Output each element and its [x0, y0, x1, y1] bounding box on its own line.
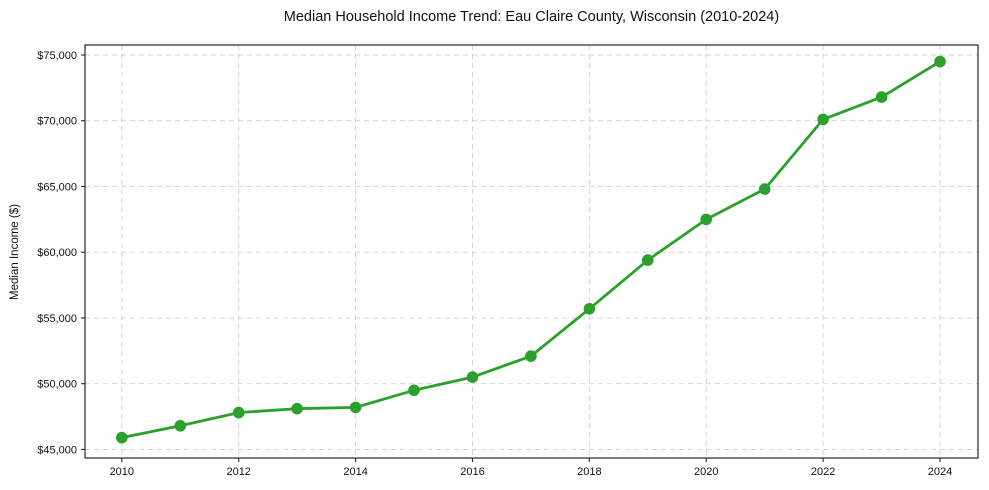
data-point-marker — [875, 91, 888, 103]
y-tick-label: $70,000 — [37, 116, 77, 128]
x-tick-label: 2010 — [110, 466, 134, 478]
income-trend-line — [120, 60, 942, 440]
y-tick-label: $45,000 — [37, 444, 77, 456]
plot-border — [84, 44, 979, 459]
data-point-marker — [466, 371, 479, 383]
y-tick-label: $75,000 — [37, 50, 77, 62]
data-point-marker — [817, 113, 829, 126]
x-tick-label: 2018 — [577, 466, 601, 478]
x-tick-label: 2014 — [343, 466, 367, 478]
data-point-marker — [232, 406, 245, 419]
x-tick-label: 2020 — [694, 466, 718, 478]
y-tick-label: $55,000 — [37, 313, 77, 325]
data-point-marker — [525, 350, 537, 362]
data-point-marker — [291, 402, 303, 415]
data-point-marker — [700, 213, 712, 226]
data-point-marker — [174, 420, 187, 432]
data-point-marker — [758, 183, 771, 195]
y-tick-label: $50,000 — [37, 379, 77, 391]
data-point-marker — [583, 303, 596, 315]
data-point-marker — [116, 431, 128, 444]
y-tick-label: $60,000 — [37, 247, 77, 259]
x-tick-label: 2022 — [811, 466, 835, 478]
data-point-marker — [349, 401, 362, 414]
y-tick-label: $65,000 — [37, 181, 77, 193]
data-point-marker — [408, 384, 420, 397]
x-tick-label: 2012 — [226, 466, 250, 478]
x-tick-label: 2016 — [460, 466, 484, 478]
chart-title: Median Household Income Trend: Eau Clair… — [283, 9, 780, 25]
data-point-marker — [642, 254, 654, 266]
data-point-marker — [934, 55, 946, 68]
x-tick-label: 2024 — [928, 466, 952, 478]
